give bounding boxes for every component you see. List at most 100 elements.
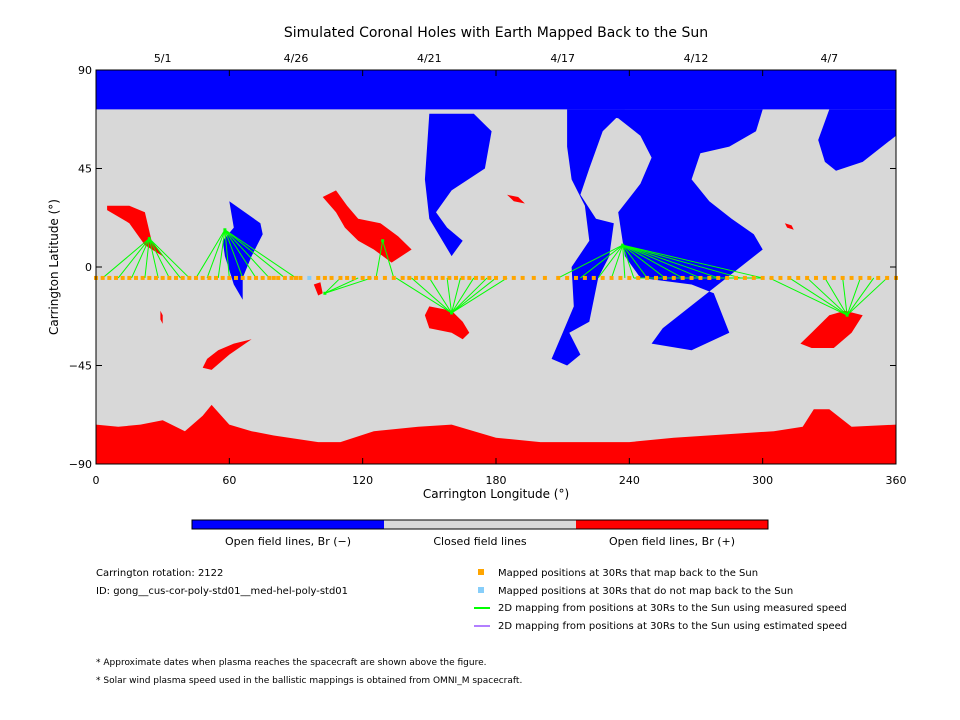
- mapped-point-93: [814, 275, 818, 280]
- mapped-point-62: [531, 275, 536, 280]
- mapped-point-81: [707, 275, 712, 280]
- mapping-line-1-4: [224, 229, 244, 279]
- negative-coronal-hole-3: [551, 109, 625, 366]
- colorbar: Open field lines, Br (−) Closed field li…: [191, 519, 769, 548]
- mapping-line-5-2: [597, 244, 624, 279]
- mapped-point-78: [680, 275, 685, 280]
- mapped-point-66: [574, 275, 578, 280]
- legend-marker-unmapped: [478, 587, 484, 593]
- mapped-points: [94, 228, 898, 317]
- mapped-point-17: [207, 275, 212, 280]
- x-axis-label: Carrington Longitude (°): [423, 487, 569, 501]
- positive-coronal-hole-3: [424, 306, 470, 340]
- mapped-point-5: [127, 275, 132, 280]
- carrington-rotation: Carrington rotation: 2122: [96, 568, 223, 579]
- mapping-line-5-4: [622, 245, 626, 278]
- mapped-point-72: [627, 275, 632, 280]
- mapped-point-38: [351, 275, 356, 280]
- mapped-point-37: [345, 275, 350, 280]
- mapped-point-86: [751, 275, 756, 280]
- mapped-point-27: [271, 275, 276, 280]
- mapping-line-1-6: [224, 229, 270, 279]
- mapping-line-4-8: [451, 277, 508, 314]
- footpoint-6: [845, 313, 849, 317]
- mapped-point-68: [591, 275, 596, 280]
- y-tick-label: −45: [69, 360, 92, 373]
- date-label: 4/7: [820, 52, 838, 65]
- mapped-point-90: [787, 275, 792, 280]
- mapping-line-1-2: [217, 229, 226, 279]
- legend: Mapped positions at 30Rs that map back t…: [474, 568, 847, 632]
- mapping-line-4-2: [428, 277, 452, 314]
- mapped-point-39: [360, 275, 365, 280]
- mapping-line-4-1: [411, 277, 452, 314]
- mapping-line-7-0: [769, 277, 848, 316]
- mapping-line-5-6: [622, 244, 648, 279]
- mapped-point-101: [885, 275, 890, 280]
- mapping-line-4-3: [446, 277, 453, 314]
- colorbar-frame: [191, 519, 769, 530]
- mapped-point-57: [487, 275, 492, 280]
- x-tick-label: 300: [752, 474, 773, 487]
- mapped-point-84: [734, 275, 738, 280]
- mapping-line-5-7: [622, 244, 666, 279]
- mapped-point-92: [805, 275, 810, 280]
- mapped-point-11: [167, 275, 172, 280]
- mapped-point-31: [294, 275, 298, 280]
- mapped-point-47: [420, 275, 425, 280]
- positive-coronal-hole-5: [202, 339, 252, 370]
- mapped-point-100: [876, 275, 881, 280]
- mapping-line-0-7: [148, 238, 190, 279]
- colorbar-open-negative: [192, 520, 384, 529]
- mapping-line-4-7: [451, 277, 497, 314]
- mapping-line-1-8: [224, 229, 297, 279]
- mapping-line-5-9: [622, 244, 701, 279]
- colorbar-label-negative: Open field lines, Br (−): [225, 535, 351, 548]
- mapped-point-71: [618, 275, 623, 280]
- mapping-line-5-8: [622, 244, 683, 279]
- x-tick-label: 180: [486, 474, 507, 487]
- mapped-point-18: [214, 275, 218, 280]
- mapped-point-42: [382, 275, 387, 280]
- y-axis-ticks: 90 45 0 −45 −90: [69, 64, 896, 471]
- mapped-point-61: [520, 275, 525, 280]
- mapped-point-99: [867, 275, 872, 280]
- negative-coronal-hole-0: [96, 70, 896, 110]
- mapped-point-20: [227, 275, 232, 280]
- mapping-line-4-5: [451, 277, 475, 314]
- negative-coronal-hole-4: [818, 109, 896, 171]
- mapping-line-4-4: [451, 277, 461, 314]
- mapping-line-7-2: [806, 277, 848, 316]
- mapped-point-53: [460, 275, 465, 280]
- mapped-point-22: [240, 275, 245, 280]
- negative-coronal-hole-1: [424, 113, 492, 257]
- mapped-point-55: [474, 275, 478, 280]
- x-tick-label: 60: [222, 474, 236, 487]
- y-axis-label: Carrington Latitude (°): [47, 199, 61, 335]
- date-label: 4/21: [417, 52, 442, 65]
- mapped-point-23: [247, 275, 252, 280]
- mapped-point-46: [414, 275, 418, 280]
- mapped-point-60: [511, 275, 516, 280]
- mapped-point-67: [582, 275, 587, 280]
- mapped-point-33: [316, 275, 321, 280]
- positive-coronal-hole-2: [322, 190, 412, 263]
- mapped-point-2: [107, 275, 112, 280]
- mapping-line-7-4: [842, 277, 848, 316]
- mapping-line-1-3: [224, 229, 230, 278]
- colorbar-closed: [384, 520, 576, 529]
- y-tick-label: 90: [78, 64, 92, 77]
- positive-coronal-hole-4: [800, 310, 863, 348]
- mapping-line-2-2: [324, 277, 372, 294]
- top-date-labels: 5/1 4/26 4/21 4/17 4/12 4/7: [154, 52, 838, 65]
- positive-coronal-hole-0: [96, 404, 896, 464]
- mapping-line-0-1: [117, 238, 150, 279]
- mapping-line-7-7: [846, 277, 888, 316]
- date-label: 4/12: [684, 52, 709, 65]
- mapping-lines: [102, 229, 888, 316]
- footpoint-2: [323, 291, 327, 295]
- mapped-point-76: [662, 275, 667, 280]
- positive-coronal-hole-6: [507, 194, 525, 204]
- mapped-point-6: [134, 275, 138, 280]
